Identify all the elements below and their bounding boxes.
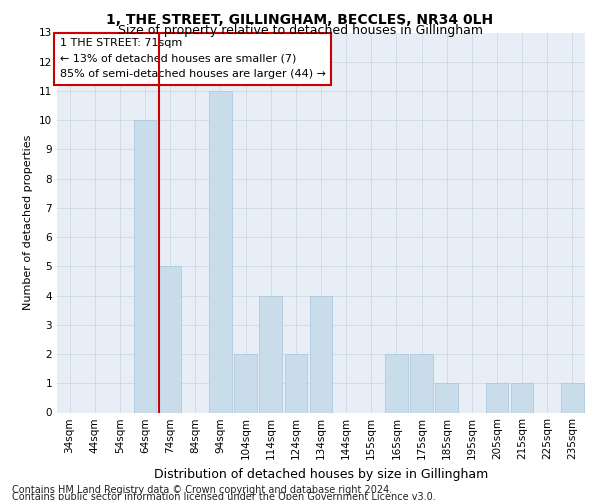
Bar (310, 296, 332, 412)
Bar (134, 120, 157, 412)
Bar (485, 384, 508, 412)
Text: Contains HM Land Registry data © Crown copyright and database right 2024.: Contains HM Land Registry data © Crown c… (12, 485, 392, 495)
Bar (385, 354, 408, 412)
Bar (159, 266, 181, 412)
Y-axis label: Number of detached properties: Number of detached properties (23, 135, 34, 310)
Text: 1, THE STREET, GILLINGHAM, BECCLES, NR34 0LH: 1, THE STREET, GILLINGHAM, BECCLES, NR34… (106, 12, 494, 26)
Bar (561, 384, 584, 412)
Text: Contains public sector information licensed under the Open Government Licence v3: Contains public sector information licen… (12, 492, 436, 500)
Bar (410, 354, 433, 412)
Bar (209, 91, 232, 412)
Bar (259, 296, 282, 412)
X-axis label: Distribution of detached houses by size in Gillingham: Distribution of detached houses by size … (154, 468, 488, 481)
Bar (234, 354, 257, 412)
Bar (284, 354, 307, 412)
Text: Size of property relative to detached houses in Gillingham: Size of property relative to detached ho… (118, 24, 482, 37)
Bar (436, 384, 458, 412)
Text: 1 THE STREET: 71sqm
← 13% of detached houses are smaller (7)
85% of semi-detache: 1 THE STREET: 71sqm ← 13% of detached ho… (59, 38, 326, 80)
Bar (511, 384, 533, 412)
